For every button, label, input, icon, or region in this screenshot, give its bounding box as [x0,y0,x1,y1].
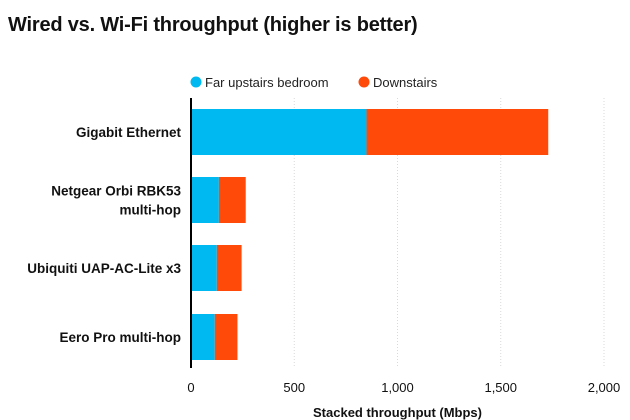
bars [191,109,549,360]
legend-label: Downstairs [373,75,438,90]
bar-segment-far-upstairs-bedroom [191,245,217,291]
x-tick-label: 0 [187,380,194,395]
category-label: Ubiquiti UAP-AC-Lite x3 [27,261,181,276]
category-labels: Gigabit Ethernet Netgear Orbi RBK53 multi-… [27,125,181,345]
x-tick-label: 1,500 [484,380,517,395]
x-axis-ticks: 0 500 1,000 1,500 2,000 [187,380,620,395]
x-tick-label: 2,000 [588,380,621,395]
category-label: Gigabit Ethernet [76,125,182,140]
x-tick-label: 500 [283,380,305,395]
legend: Far upstairs bedroom Downstairs [190,75,438,90]
bar-segment-downstairs [214,314,238,360]
bar-segment-downstairs [366,109,549,155]
legend-swatch [190,76,202,88]
category-label: multi-hop [120,203,181,218]
bar-segment-downstairs [216,245,242,291]
category-label: Netgear Orbi RBK53 [51,184,181,199]
legend-swatch [358,76,370,88]
bar-segment-far-upstairs-bedroom [191,177,219,223]
category-label: Eero Pro multi-hop [60,330,182,345]
legend-label: Far upstairs bedroom [205,75,329,90]
chart-title: Wired vs. Wi-Fi throughput (higher is be… [8,14,418,36]
bar-segment-downstairs [218,177,246,223]
bar-segment-far-upstairs-bedroom [191,109,367,155]
bar-segment-far-upstairs-bedroom [191,314,215,360]
x-tick-label: 1,000 [381,380,414,395]
x-axis-title: Stacked throughput (Mbps) [313,405,482,420]
